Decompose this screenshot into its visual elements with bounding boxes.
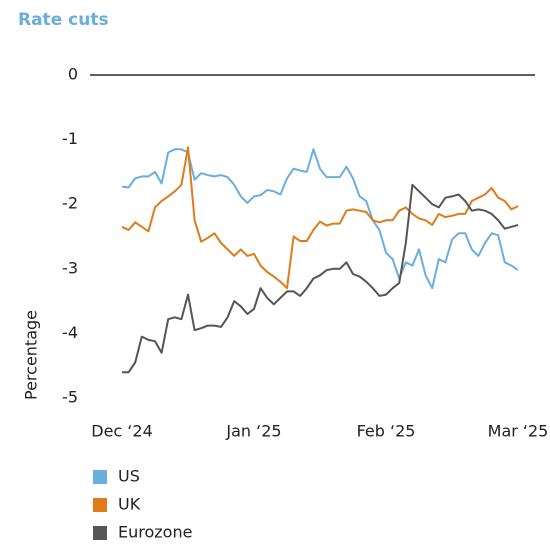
x-tick-label: Jan ‘25 bbox=[225, 422, 281, 441]
series-line bbox=[121, 146, 519, 290]
y-tick-label: -5 bbox=[62, 388, 78, 407]
legend-label: UK bbox=[118, 495, 141, 514]
legend-swatch bbox=[93, 470, 107, 484]
legend-label: US bbox=[118, 467, 140, 486]
y-tick-label: -2 bbox=[62, 194, 78, 213]
legend-swatch bbox=[93, 526, 107, 540]
x-tick-label: Feb ‘25 bbox=[357, 422, 416, 441]
legend-swatch bbox=[93, 498, 107, 512]
y-tick-label: -3 bbox=[62, 258, 78, 277]
x-tick-label: Dec ‘24 bbox=[91, 422, 153, 441]
chart-title: Rate cuts bbox=[18, 10, 109, 30]
y-tick-label: -1 bbox=[62, 129, 78, 148]
series-line bbox=[122, 183, 519, 374]
y-tick-label: 0 bbox=[68, 65, 78, 84]
x-tick-label: Mar ‘25 bbox=[488, 422, 549, 441]
y-tick-label: -4 bbox=[62, 323, 78, 342]
y-axis-label: Percentage bbox=[22, 310, 41, 400]
series-line bbox=[121, 148, 519, 290]
legend-label: Eurozone bbox=[118, 523, 192, 542]
